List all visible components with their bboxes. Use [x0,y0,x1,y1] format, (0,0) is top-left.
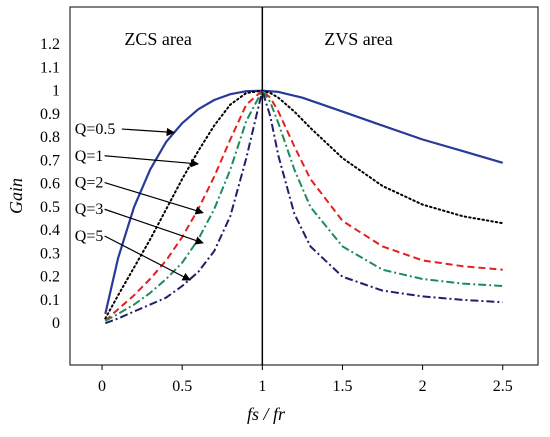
y-tick-label: 0.3 [40,245,60,262]
x-tick-label: 1.5 [332,378,352,395]
y-tick-label: 0.2 [40,269,60,286]
q-annotation-arrow [121,127,176,137]
y-tick-label: 0.5 [40,199,60,216]
series-line-2 [104,89,504,320]
y-tick-label: 0.1 [40,292,60,309]
x-tick-label: 0.5 [172,378,192,395]
region-label: ZVS area [324,29,392,49]
x-tick-label: 1 [258,378,266,395]
y-tick-label: 0.7 [40,152,60,169]
x-tick-label: 2.5 [493,378,513,395]
y-tick-label: 1.2 [40,36,60,53]
q-annotation-arrow [104,208,204,245]
y-axis-title: Gain [6,178,26,214]
series-line-3 [104,89,503,322]
q-annotation-label: Q=3 [75,201,104,218]
q-annotation-arrow [104,155,200,168]
region-label: ZCS area [124,29,191,49]
y-tick-label: 1.1 [40,59,60,76]
y-tick-label: 0.9 [40,106,60,123]
y-tick-label: 0.6 [40,176,60,193]
y-tick-label: 0.8 [40,129,60,146]
plot-frame [69,6,539,366]
y-tick-label: 0 [52,315,60,332]
q-annotation-arrow [104,235,191,281]
series-line-5 [104,89,503,325]
q-annotation-label: Q=2 [75,175,104,192]
q-annotation-label: Q=1 [75,148,104,165]
series-line-4 [104,89,503,322]
q-annotation-label: Q=5 [75,228,104,245]
x-tick-label: 0 [98,378,106,395]
y-tick-label: 1 [52,83,60,100]
x-axis-title: fs / fr [247,404,286,424]
q-annotation-arrow [104,181,204,215]
q-annotation-label: Q=0.5 [75,121,116,138]
y-tick-label: 0.4 [40,222,60,239]
series-line-1 [104,89,504,315]
x-tick-label: 2 [419,378,427,395]
